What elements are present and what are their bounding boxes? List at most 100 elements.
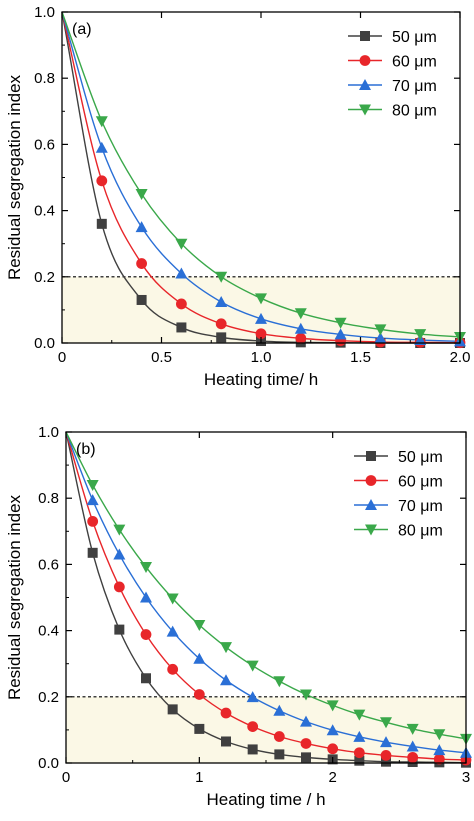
- panel-b-point-70um: [406, 740, 419, 752]
- panel-a-x-tick-label: 1.5: [350, 349, 371, 366]
- panel-a-point-80um: [135, 189, 148, 201]
- panel-a-point-80um: [334, 317, 347, 329]
- panel-a-x-tick-label: 0: [58, 349, 66, 366]
- panel-a-point-50um: [136, 294, 147, 305]
- panel-a-point-80um: [374, 324, 387, 336]
- panel-b-point-80um: [166, 593, 179, 605]
- panel-b-point-60um: [247, 721, 259, 732]
- panel-b-point-70um: [220, 674, 232, 686]
- panel-b-point-70um: [166, 625, 179, 637]
- panel-a-legend-label-60um: 60 μm: [392, 54, 437, 71]
- panel-b-y-axis-title: Residual segregation index: [5, 494, 24, 700]
- panel-a-point-70um: [294, 322, 307, 334]
- panel-b-point-70um: [273, 704, 286, 716]
- panel-b-point-60um: [87, 515, 99, 527]
- panel-b-point-70um: [193, 652, 206, 664]
- panel-a-point-70um: [215, 295, 228, 307]
- panel-b-legend-marker-70um: [365, 499, 377, 510]
- panel-a-point-60um: [176, 298, 187, 310]
- panel-a-legend-label-50um: 50 μm: [392, 29, 437, 46]
- panel-b-point-60um: [300, 738, 312, 749]
- panel-b-point-60um: [433, 753, 445, 765]
- panel-a-legend-label-80um: 80 μm: [392, 103, 437, 120]
- panel-b-point-70um: [433, 744, 446, 756]
- panel-b-point-60um: [113, 581, 125, 593]
- panel-b-point-50um: [167, 704, 178, 715]
- panel-b-point-50um: [114, 624, 125, 635]
- panel-a-point-60um: [215, 318, 227, 330]
- panel-a-point-80um: [215, 271, 228, 283]
- panel-a-y-tick-label: 0.6: [34, 136, 55, 153]
- panel-a-point-70um: [334, 328, 347, 340]
- panel-b-point-70um: [380, 736, 392, 748]
- panel-b-point-80um: [246, 660, 259, 672]
- panel-a-panel-label: (a): [72, 21, 92, 38]
- panel-a-x-tick-label: 2.0: [450, 349, 471, 366]
- panel-a-point-60um: [136, 258, 148, 269]
- panel-b-point-70um: [353, 730, 366, 742]
- panel-a-x-axis-title: Heating time/ h: [204, 370, 318, 389]
- panel-a-series-line-80um: [61, 11, 461, 338]
- panel-b-point-60um: [167, 663, 179, 675]
- panel-b-legend-label-80um: 80 μm: [398, 523, 443, 540]
- panel-b-shaded-region: [66, 696, 466, 763]
- panel-a-point-80um: [294, 308, 307, 320]
- panel-a-x-tick-label: 1.0: [251, 349, 272, 366]
- panel-b-point-70um: [140, 591, 152, 603]
- panel-b-y-tick-label: 1.0: [38, 424, 59, 441]
- panel-b-point-50um: [87, 547, 98, 558]
- panel-a-point-60um: [255, 328, 267, 340]
- panel-b-panel-label: (b): [76, 441, 96, 458]
- panel-b-point-80um: [300, 689, 312, 701]
- panel-b-series-line-60um: [65, 431, 467, 761]
- panel-b-point-80um: [140, 562, 152, 574]
- panel-a-x-tick-label: 0.5: [151, 349, 172, 366]
- panel-a-y-axis-title: Residual segregation index: [5, 74, 24, 280]
- panel-b-point-70um: [326, 724, 339, 736]
- panel-b-y-tick-label: 0.8: [38, 490, 59, 507]
- panel-b-y-tick-label: 0.4: [38, 623, 59, 640]
- panel-b-point-80um: [220, 642, 232, 654]
- panel-b-x-tick-label: 3: [462, 769, 470, 786]
- panel-b-point-50um: [381, 756, 391, 767]
- panel-a-legend-marker-50um: [360, 31, 370, 41]
- panel-a-legend-marker-80um: [359, 104, 371, 116]
- panel-b-legend-label-60um: 60 μm: [398, 474, 443, 491]
- panel-b-point-50um: [141, 673, 151, 684]
- panel-a-point-60um: [96, 175, 108, 187]
- panel-b-point-80um: [406, 723, 419, 735]
- panel-a-y-tick-label: 0.8: [34, 70, 55, 87]
- panel-a-point-60um: [295, 332, 307, 344]
- panel-b-point-50um: [221, 736, 231, 747]
- panel-b-point-50um: [194, 723, 205, 734]
- panel-a-point-70um: [374, 332, 387, 344]
- panel-a-legend-label-70um: 70 μm: [392, 78, 437, 95]
- panel-b-y-tick-label: 0.0: [38, 755, 59, 772]
- panel-b-point-70um: [246, 691, 259, 703]
- panel-b-point-70um: [300, 715, 312, 727]
- panel-b-legend-marker-50um: [366, 451, 376, 461]
- panel-a-point-80um: [255, 293, 267, 305]
- panel-a-point-50um: [96, 218, 107, 229]
- panel-a-legend-marker-70um: [359, 79, 371, 90]
- panel-a-y-tick-label: 0.4: [34, 203, 55, 220]
- panel-b-point-80um: [113, 524, 126, 536]
- panel-a-y-tick-label: 0.2: [34, 269, 55, 286]
- panel-b-point-50um: [354, 755, 365, 766]
- panel-b-point-60um: [380, 749, 392, 761]
- panel-b-point-80um: [380, 717, 392, 729]
- panel-b-point-50um: [301, 752, 311, 763]
- panel-a-point-70um: [175, 267, 188, 279]
- panel-b-point-80um: [326, 700, 339, 712]
- panel-b-point-80um: [273, 676, 286, 688]
- panel-b-point-60um: [273, 731, 285, 742]
- panel-b-point-80um: [86, 479, 99, 491]
- panel-a-point-70um: [255, 312, 267, 324]
- panel-b-y-tick-label: 0.2: [38, 689, 59, 706]
- panel-b-point-60um: [220, 707, 232, 719]
- panel-b-point-80um: [193, 619, 206, 631]
- panel-b-point-60um: [407, 751, 419, 763]
- panel-a: 0 0.5 1.0 1.5 2.0 0.0 0.2 0.4 0.6 0.8 1.0 Heating t…: [5, 4, 470, 389]
